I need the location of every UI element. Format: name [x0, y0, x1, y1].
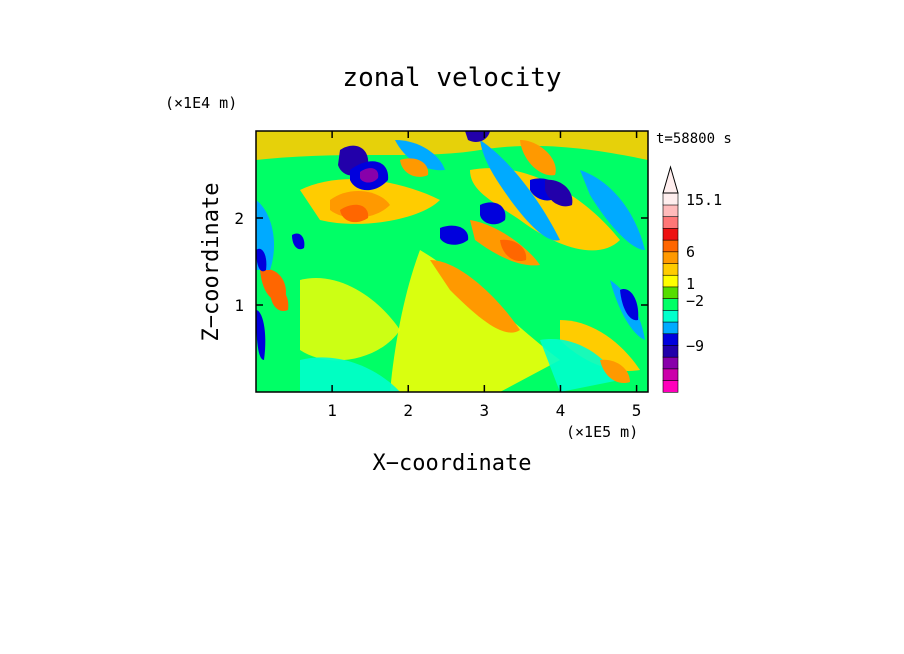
chart-title: zonal velocity — [342, 63, 561, 93]
y-tick-label: 2 — [234, 209, 244, 228]
colorbar-swatch — [662, 298, 679, 311]
colorbar-swatch — [662, 216, 679, 229]
y-axis: 12 — [234, 209, 648, 315]
contour-field — [256, 131, 648, 392]
colorbar-label: 6 — [686, 243, 695, 261]
colorbar-swatch — [662, 251, 679, 264]
colorbar-swatch — [662, 368, 679, 381]
colorbar-max-arrow — [662, 165, 679, 194]
colorbar-swatch — [662, 192, 679, 206]
colorbar-label: 15.1 — [686, 191, 722, 209]
colorbar-swatch — [662, 262, 679, 276]
x-tick-label: 4 — [556, 401, 566, 420]
colorbar-swatch — [662, 379, 679, 393]
colorbar-swatch — [662, 204, 679, 218]
colorbar-swatch — [662, 239, 679, 253]
colorbar-swatch — [662, 356, 679, 370]
time-label: t=58800 s — [656, 131, 732, 147]
x-tick-label: 5 — [632, 401, 642, 420]
x-unit-label: (×1E5 m) — [566, 423, 638, 441]
colorbar-swatch — [662, 227, 679, 241]
x-tick-label: 2 — [403, 401, 413, 420]
colorbar-label: 1 — [686, 275, 695, 293]
x-tick-label: 1 — [327, 401, 337, 420]
colorbar-labels: 15.1 6 1−2 −9 — [686, 191, 722, 355]
colorbar-swatch — [662, 286, 679, 299]
colorbar-swatch — [662, 333, 679, 346]
y-unit-label: (×1E4 m) — [165, 94, 237, 112]
colorbar-swatch — [662, 344, 679, 358]
x-axis: 1 2 3 4 5 — [327, 131, 641, 420]
colorbar-label: −9 — [686, 337, 704, 355]
plot-frame — [255, 130, 649, 393]
y-tick-label: 1 — [234, 296, 244, 315]
colorbar-label: −2 — [686, 292, 704, 310]
colorbar-swatch — [662, 321, 679, 335]
colorbar-swatch — [662, 309, 679, 323]
x-axis-label: X−coordinate — [373, 451, 532, 476]
colorbar-swatch — [662, 274, 679, 288]
x-tick-label: 3 — [480, 401, 490, 420]
colorbar — [662, 165, 679, 393]
y-axis-label: Z−coordinate — [199, 183, 224, 342]
